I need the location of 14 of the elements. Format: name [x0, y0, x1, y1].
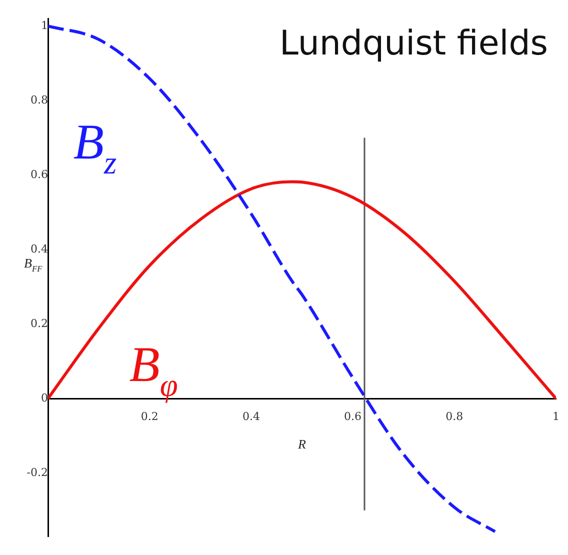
- x-axis-title: R: [297, 436, 306, 452]
- x-tick-label: 0.2: [140, 410, 158, 424]
- x-tick-label: 1: [552, 410, 560, 424]
- x-tick-label: 0.8: [446, 410, 464, 424]
- y-tick-label: 0.4: [30, 242, 48, 256]
- y-tick-label: 0.2: [30, 316, 48, 330]
- x-tick-label: 0.4: [242, 410, 260, 424]
- y-tick-label: 0.8: [30, 93, 48, 106]
- x-tick-label: 0.6: [344, 410, 362, 424]
- y-tick-label: 0.6: [30, 168, 48, 181]
- y-tick-label: 1: [41, 18, 48, 32]
- y-tick-label: -0.2: [26, 466, 48, 479]
- y-tick-label: 0: [41, 391, 48, 404]
- chart-title: Lundquist fields: [279, 23, 548, 64]
